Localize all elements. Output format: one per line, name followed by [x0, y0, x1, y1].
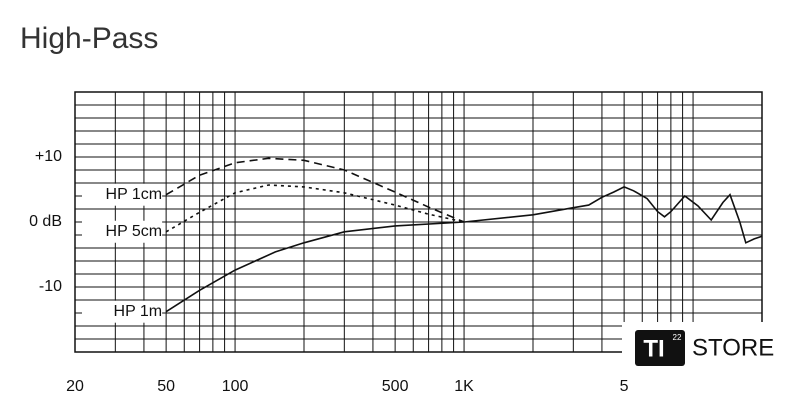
series-label-bg — [82, 300, 163, 323]
x-tick-label: 1K — [454, 378, 474, 395]
series-line — [165, 157, 465, 223]
watermark-number: 22 — [673, 333, 682, 342]
series-label-bg — [82, 220, 163, 243]
series-line — [165, 184, 465, 233]
series-label: HP 5cm — [106, 223, 163, 240]
watermark: TI 22 STORE — [622, 322, 792, 372]
x-tick-label: 20 — [66, 378, 84, 395]
y-tick-label: +10 — [35, 148, 62, 165]
chart-title: High-Pass — [20, 22, 158, 55]
series-label: HP 1cm — [106, 186, 163, 203]
x-tick-label: 100 — [222, 378, 249, 395]
watermark-text: STORE — [692, 334, 774, 361]
watermark-badge-text: TI — [643, 335, 664, 362]
series-label: HP 1m — [114, 303, 163, 320]
x-tick-label: 500 — [382, 378, 409, 395]
y-tick-label: -10 — [39, 278, 62, 295]
x-tick-label: 5 — [620, 378, 629, 395]
series-line — [165, 186, 763, 313]
y-tick-label: 0 dB — [29, 213, 62, 230]
x-tick-label: 50 — [157, 378, 175, 395]
watermark-badge — [635, 330, 685, 366]
series-label-bg — [82, 183, 163, 206]
